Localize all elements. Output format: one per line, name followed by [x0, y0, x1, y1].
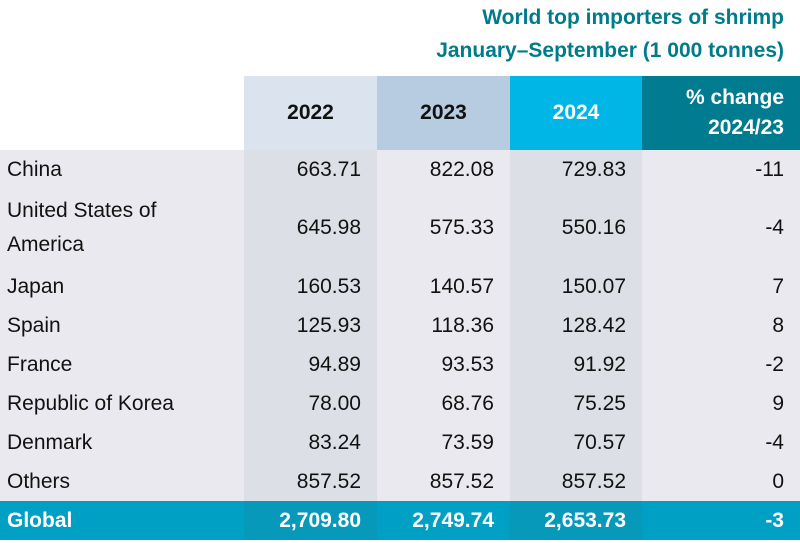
- header-row: 2022 2023 2024 % change 2024/23: [0, 76, 800, 150]
- value-2023: 118.36: [377, 306, 510, 345]
- value-2022: 83.24: [244, 423, 377, 462]
- value-2024: 550.16: [510, 189, 642, 267]
- total-row: Global 2,709.80 2,749.74 2,653.73 -3: [0, 501, 800, 540]
- header-2022: 2022: [244, 76, 377, 150]
- pct-change: -3: [642, 501, 800, 540]
- table-row: Others 857.52 857.52 857.52 0: [0, 462, 800, 501]
- shrimp-importers-table: 2022 2023 2024 % change 2024/23 China 663.…: [0, 76, 800, 540]
- country-cell: Others: [0, 462, 244, 501]
- value-2023: 857.52: [377, 462, 510, 501]
- pct-change: 8: [642, 306, 800, 345]
- value-2023: 68.76: [377, 384, 510, 423]
- value-2023: 140.57: [377, 267, 510, 306]
- pct-change: 0: [642, 462, 800, 501]
- header-pct-change: % change 2024/23: [642, 76, 800, 150]
- table-row: Republic of Korea 78.00 68.76 75.25 9: [0, 384, 800, 423]
- value-2022: 857.52: [244, 462, 377, 501]
- value-2023: 575.33: [377, 189, 510, 267]
- value-2024: 857.52: [510, 462, 642, 501]
- country-cell: Denmark: [0, 423, 244, 462]
- country-cell: France: [0, 345, 244, 384]
- table-row: France 94.89 93.53 91.92 -2: [0, 345, 800, 384]
- value-2023: 822.08: [377, 150, 510, 189]
- country-cell: China: [0, 150, 244, 189]
- pct-change: -4: [642, 423, 800, 462]
- header-2024: 2024: [510, 76, 642, 150]
- value-2024: 150.07: [510, 267, 642, 306]
- value-2022: 94.89: [244, 345, 377, 384]
- pct-label-2: 2024/23: [708, 116, 784, 139]
- table-row: Denmark 83.24 73.59 70.57 -4: [0, 423, 800, 462]
- value-2023: 73.59: [377, 423, 510, 462]
- value-2024: 128.42: [510, 306, 642, 345]
- country-cell: Republic of Korea: [0, 384, 244, 423]
- country-cell: Japan: [0, 267, 244, 306]
- value-2023: 93.53: [377, 345, 510, 384]
- value-2022: 160.53: [244, 267, 377, 306]
- country-cell: Global: [0, 501, 244, 540]
- table-subtitle: January–September (1 000 tonnes): [436, 39, 784, 62]
- value-2022: 645.98: [244, 189, 377, 267]
- country-cell: United States of America: [0, 189, 244, 267]
- table-row: Japan 160.53 140.57 150.07 7: [0, 267, 800, 306]
- value-2024: 75.25: [510, 384, 642, 423]
- value-2022: 663.71: [244, 150, 377, 189]
- value-2024: 70.57: [510, 423, 642, 462]
- pct-change: -2: [642, 345, 800, 384]
- pct-change: 7: [642, 267, 800, 306]
- value-2024: 91.92: [510, 345, 642, 384]
- value-2024: 729.83: [510, 150, 642, 189]
- header-2023: 2023: [377, 76, 510, 150]
- value-2023: 2,749.74: [377, 501, 510, 540]
- pct-label-1: % change: [685, 86, 784, 109]
- header-blank: [0, 76, 244, 150]
- value-2024: 2,653.73: [510, 501, 642, 540]
- pct-change: -11: [642, 150, 800, 189]
- table-title: World top importers of shrimp: [482, 6, 784, 29]
- value-2022: 78.00: [244, 384, 377, 423]
- country-cell: Spain: [0, 306, 244, 345]
- table-row: United States of America 645.98 575.33 550.…: [0, 189, 800, 267]
- pct-change: -4: [642, 189, 800, 267]
- table-row: China 663.71 822.08 729.83 -11: [0, 150, 800, 189]
- table-row: Spain 125.93 118.36 128.42 8: [0, 306, 800, 345]
- pct-change: 9: [642, 384, 800, 423]
- value-2022: 125.93: [244, 306, 377, 345]
- value-2022: 2,709.80: [244, 501, 377, 540]
